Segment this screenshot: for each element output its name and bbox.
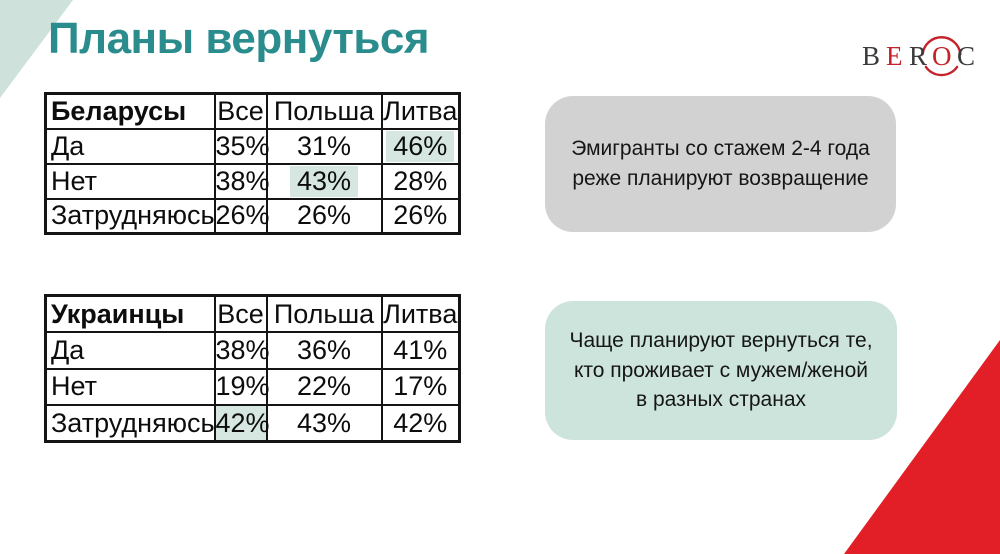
logo-letter: R	[909, 41, 927, 71]
row-label: Да	[44, 127, 216, 165]
table-row: Нет 19% 22% 17%	[44, 367, 461, 406]
table-belarusians: Беларусы Все Польша Литва Да 35% 31% 46%…	[44, 92, 461, 235]
table-cell: 38%	[213, 162, 270, 200]
col-header-all: Все	[213, 92, 268, 130]
logo-arc-top-icon	[921, 36, 962, 56]
table-cell: 26%	[213, 197, 270, 235]
logo-letter: B	[862, 41, 880, 71]
cell-value: 26%	[215, 200, 270, 231]
logo-letter: E	[886, 41, 903, 71]
cell-value: 31%	[296, 130, 352, 161]
row-label: Затрудняюсь	[44, 197, 216, 235]
table-cell: 22%	[265, 367, 383, 406]
table-row: Затрудняюсь 26% 26% 26%	[44, 197, 461, 235]
cell-value: 43%	[296, 407, 352, 438]
table-row: Да 35% 31% 46%	[44, 127, 461, 165]
cell-value: 26%	[296, 200, 352, 231]
table-cell: 43%	[265, 404, 383, 443]
table-cell: 35%	[213, 127, 270, 165]
table-cell: 41%	[380, 331, 461, 370]
row-label: Нет	[44, 162, 216, 200]
callout-spouse: Чаще планируют вернуться те, кто прожива…	[545, 301, 897, 440]
col-header-all: Все	[213, 294, 268, 333]
cell-value: 42%	[393, 407, 448, 438]
cell-value: 36%	[296, 334, 352, 365]
cell-value: 38%	[215, 334, 270, 365]
table-row: Затрудняюсь 42% 43% 42%	[44, 404, 461, 443]
logo-letter: C	[957, 41, 975, 71]
table-row: Да 38% 36% 41%	[44, 331, 461, 370]
logo-letter: O	[932, 41, 952, 71]
table-cell: 43%	[265, 162, 383, 200]
cell-value: 41%	[393, 334, 448, 365]
col-header-lithuania: Литва	[380, 294, 461, 333]
beroc-logo: B E R O C	[862, 36, 975, 77]
table-cell: 36%	[265, 331, 383, 370]
col-header-poland: Польша	[265, 294, 383, 333]
table-cell: 46%	[380, 127, 461, 165]
table-group-header: Украинцы	[44, 294, 216, 333]
table-header-row: Беларусы Все Польша Литва	[44, 92, 461, 130]
cell-value: 17%	[393, 371, 448, 402]
row-label: Затрудняюсь	[44, 404, 216, 443]
table-cell: 42%	[213, 404, 270, 443]
table-cell: 28%	[380, 162, 461, 200]
table-group-header: Беларусы	[44, 92, 216, 130]
table-cell: 26%	[380, 197, 461, 235]
callout-text: Эмигранты со стажем 2-4 года реже планир…	[571, 137, 870, 190]
cell-value: 42%	[215, 407, 270, 438]
cell-value: 19%	[215, 371, 270, 402]
cell-value: 38%	[215, 165, 270, 196]
cell-value: 28%	[393, 165, 448, 196]
table-row: Нет 38% 43% 28%	[44, 162, 461, 200]
table-cell: 17%	[380, 367, 461, 406]
cell-value: 22%	[296, 371, 352, 402]
table-cell: 26%	[265, 197, 383, 235]
cell-value: 35%	[215, 130, 270, 161]
table-ukrainians: Украинцы Все Польша Литва Да 38% 36% 41%…	[44, 294, 461, 443]
cell-value: 46%	[386, 130, 455, 162]
callout-text: Чаще планируют вернуться те, кто прожива…	[569, 328, 873, 412]
row-label: Да	[44, 331, 216, 370]
col-header-lithuania: Литва	[380, 92, 461, 130]
row-label: Нет	[44, 367, 216, 406]
col-header-poland: Польша	[265, 92, 383, 130]
table-cell: 31%	[265, 127, 383, 165]
table-cell: 38%	[213, 331, 270, 370]
table-cell: 19%	[213, 367, 270, 406]
cell-value: 26%	[393, 200, 448, 231]
table-cell: 42%	[380, 404, 461, 443]
slide-title: Планы вернуться	[48, 14, 430, 63]
logo-arc-bottom-icon	[924, 65, 959, 77]
callout-tenure: Эмигранты со стажем 2-4 года реже планир…	[545, 96, 896, 232]
cell-value: 43%	[289, 165, 359, 197]
table-header-row: Украинцы Все Польша Литва	[44, 294, 461, 333]
